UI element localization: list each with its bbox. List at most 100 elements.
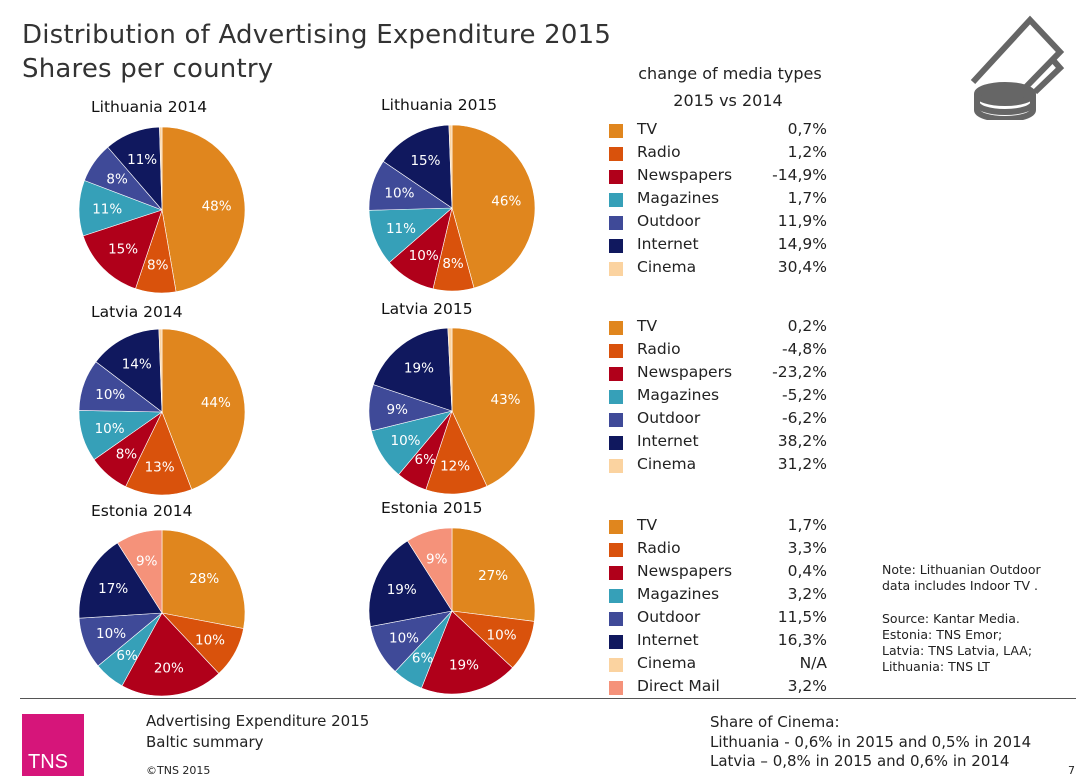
legend-swatch <box>609 612 623 626</box>
legend-name: Newspapers <box>637 166 733 184</box>
logo-text: TNS <box>28 751 68 773</box>
pie-label: 46% <box>491 194 521 210</box>
legend-change-value: 1,2% <box>787 143 827 161</box>
legend-change-value: 14,9% <box>777 235 827 253</box>
change-legend: TV 0,2% Radio -4,8% Newspapers -23,2% Magazine… <box>607 317 837 478</box>
cinema-title: Share of Cinema: <box>710 713 840 731</box>
pie-title: Latvia 2014 <box>91 303 183 321</box>
legend-change-value: 38,2% <box>777 432 827 450</box>
pie-label: 10% <box>390 433 420 449</box>
legend-swatch <box>609 147 623 161</box>
title: Distribution of Advertising Expenditure … <box>22 20 612 50</box>
legend-swatch <box>609 681 623 695</box>
pie-label: 10% <box>95 387 125 403</box>
legend-name: Internet <box>637 432 699 450</box>
pie-label: 10% <box>389 630 419 646</box>
legend-row: Magazines 3,2% <box>607 585 837 608</box>
legend-swatch <box>609 239 623 253</box>
legend-change-value: 11,5% <box>777 608 827 626</box>
cinema-lithuania: Lithuania - 0,6% in 2015 and 0,5% in 201… <box>710 733 1032 751</box>
legend-swatch <box>609 193 623 207</box>
pie-label: 8% <box>116 447 138 463</box>
legend-row: TV 0,7% <box>607 120 837 143</box>
legend-change-value: 31,2% <box>777 455 827 473</box>
pie-label: 11% <box>127 152 157 168</box>
pie-label: 10% <box>409 248 439 264</box>
legend-name: Radio <box>637 340 681 358</box>
legend-swatch <box>609 566 623 580</box>
legend-change-value: 11,9% <box>777 212 827 230</box>
pie-slice-newspapers <box>121 612 220 697</box>
legend-swatch <box>609 262 623 276</box>
legend-swatch <box>609 658 623 672</box>
pie-slice-cinema <box>447 327 453 412</box>
legend-change-value: 0,7% <box>787 120 827 138</box>
pie-slice-radio <box>125 411 193 496</box>
legend-row: Radio 3,3% <box>607 539 837 562</box>
legend-swatch <box>609 520 623 534</box>
legend-change-value: 3,2% <box>787 677 827 695</box>
pie-label: 48% <box>202 198 232 214</box>
change-header: change of media types <box>638 64 822 83</box>
pie-title: Estonia 2015 <box>381 499 483 517</box>
pie-slice-radio <box>425 410 488 495</box>
legend-name: Newspapers <box>637 363 733 381</box>
cinema-latvia: Latvia – 0,8% in 2015 and 0,6% in 2014 <box>710 752 1010 770</box>
pie-chart: 44% 13% 8% 10% 10% 14% <box>78 328 246 496</box>
note-line: data includes Indoor TV . <box>882 578 1038 593</box>
pie-label: 19% <box>449 657 479 673</box>
pie-label: 10% <box>195 632 225 648</box>
money-icon <box>970 15 1065 120</box>
legend-swatch <box>609 367 623 381</box>
legend-swatch <box>609 589 623 603</box>
legend-swatch <box>609 459 623 473</box>
pie-slice-direct-mail <box>117 529 163 615</box>
legend-change-value: -4,8% <box>782 340 827 358</box>
legend-name: Magazines <box>637 585 720 603</box>
pie-label: 27% <box>478 568 508 584</box>
source: Source: Kantar Media. Estonia: TNS Emor;… <box>882 611 1032 675</box>
pie-label: 15% <box>108 242 138 258</box>
legend-name: TV <box>637 516 658 534</box>
legend-name: Cinema <box>637 258 697 276</box>
pie-chart: 48% 8% 15% 11% 8% 11% <box>78 126 246 294</box>
legend-change-value: -23,2% <box>772 363 827 381</box>
pie-label: 10% <box>95 421 125 437</box>
legend-swatch <box>609 436 623 450</box>
footer-title: Advertising Expenditure 2015 <box>146 712 370 730</box>
legend-row: Magazines 1,7% <box>607 189 837 212</box>
legend-row: Cinema N/A <box>607 654 837 677</box>
tns-logo: TNS <box>22 714 84 776</box>
change-legend: TV 0,7% Radio 1,2% Newspapers -14,9% Magazines… <box>607 120 837 281</box>
legend-name: Outdoor <box>637 608 701 626</box>
legend-row: Outdoor 11,5% <box>607 608 837 631</box>
pie-label: 28% <box>189 571 219 587</box>
pie-label: 11% <box>386 221 416 237</box>
legend-change-value: 0,4% <box>787 562 827 580</box>
legend-change-value: -6,2% <box>782 409 827 427</box>
pie-title: Latvia 2015 <box>381 300 473 318</box>
legend-name: Internet <box>637 235 699 253</box>
pie-label: 6% <box>116 648 138 664</box>
legend-swatch <box>609 344 623 358</box>
legend-swatch <box>609 170 623 184</box>
pie-label: 11% <box>92 202 122 218</box>
pie-label: 6% <box>415 452 437 468</box>
pie-label: 14% <box>122 356 152 372</box>
legend-row: TV 1,7% <box>607 516 837 539</box>
legend-name: TV <box>637 317 658 335</box>
legend-name: Cinema <box>637 654 697 672</box>
legend-name: Internet <box>637 631 699 649</box>
legend-swatch <box>609 543 623 557</box>
legend-row: Internet 14,9% <box>607 235 837 258</box>
pie-label: 8% <box>147 258 169 274</box>
source-line: Estonia: TNS Emor; <box>882 627 1003 642</box>
legend-change-value: 3,3% <box>787 539 827 557</box>
page-number: 7 <box>1068 764 1075 777</box>
legend-name: Newspapers <box>637 562 733 580</box>
legend-change-value: 30,4% <box>777 258 827 276</box>
pie-title: Estonia 2014 <box>91 502 193 520</box>
legend-name: Outdoor <box>637 212 701 230</box>
pie-slice-tv <box>161 126 246 293</box>
